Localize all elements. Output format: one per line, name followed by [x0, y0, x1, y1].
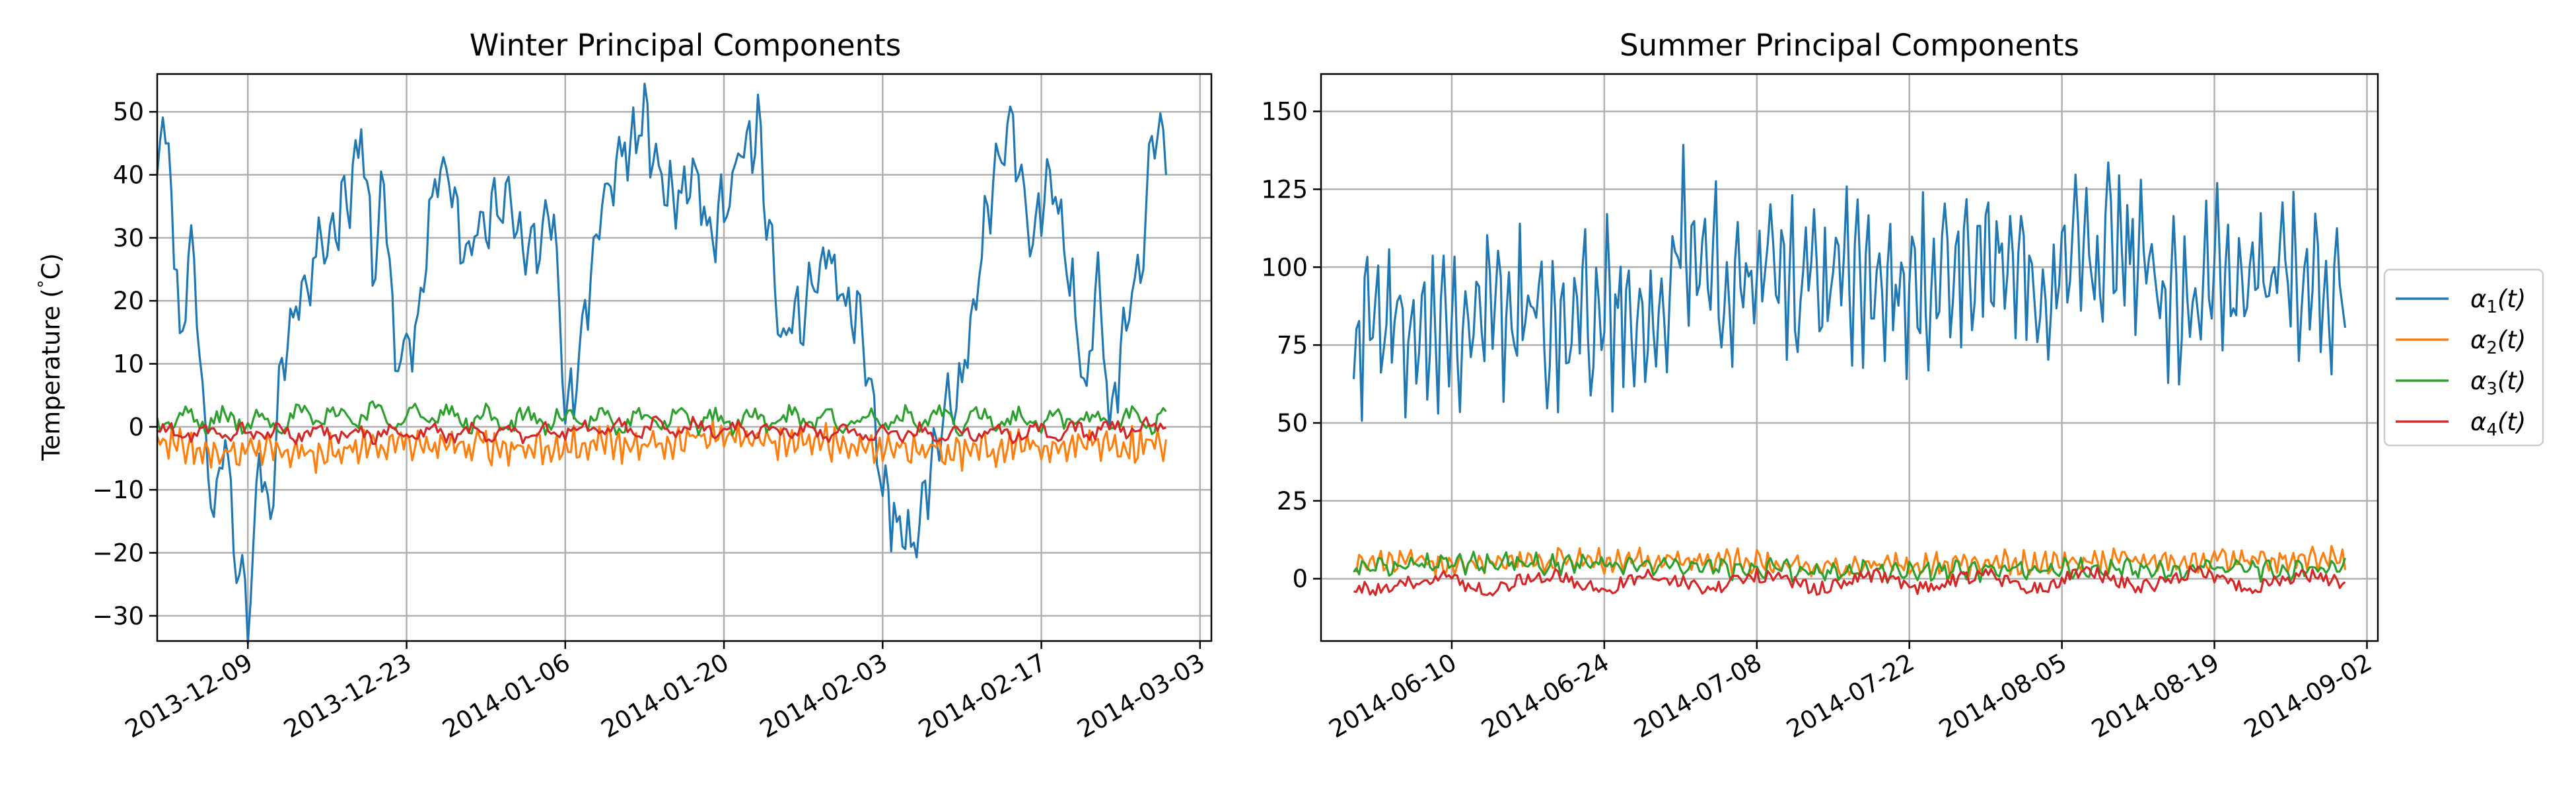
y-tick-label: 50: [113, 98, 144, 126]
y-tick-label: −20: [92, 539, 144, 568]
winter-chart-x-axis: 2013-12-09 2013-12-23 2014-01-06 2014-01-20…: [120, 641, 1209, 743]
x-tick-label: 2014-01-06: [438, 648, 575, 744]
x-tick-label: 2014-06-24: [1477, 648, 1614, 744]
summer-chart-series: [1352, 143, 2347, 597]
y-tick-label: 0: [1292, 565, 1308, 593]
x-tick-label: 2014-02-03: [755, 648, 892, 744]
y-tick-label: 25: [1277, 487, 1308, 515]
y-tick-label: 100: [1261, 253, 1308, 282]
x-tick-label: 2014-09-02: [2239, 648, 2377, 744]
x-tick-label: 2014-06-10: [1324, 648, 1462, 744]
winter-chart-gridlines: [157, 74, 1211, 641]
summer-chart-plot-area: [1320, 73, 2379, 642]
winter-chart-y-axis: −30 −20 −10 0 10 20 30 40 50: [92, 98, 157, 630]
winter-chart: Winter Principal Components Temperature …: [35, 28, 1213, 743]
x-tick-label: 2014-08-19: [2087, 648, 2224, 744]
summer-chart-x-axis: 2014-06-10 2014-06-24 2014-07-08 2014-07-22…: [1324, 641, 2377, 743]
y-tick-label: 150: [1261, 98, 1308, 126]
winter-chart-y-axis-label: Temperature (°C): [35, 253, 65, 461]
y-tick-label: 20: [113, 287, 144, 315]
legend-box: [2383, 268, 2544, 447]
summer-chart-title: Summer Principal Components: [1620, 28, 2079, 63]
series-line-1: [156, 82, 1167, 645]
series-line-4: [157, 415, 1166, 445]
x-tick-label: 2014-02-17: [913, 648, 1051, 744]
series-line-1: [1352, 143, 2347, 422]
y-tick-label: 50: [1277, 409, 1308, 437]
legend-label: α2(t): [2470, 326, 2526, 358]
series-line-2: [1353, 545, 2347, 579]
y-tick-label: 30: [113, 224, 144, 252]
summer-chart: Summer Principal Components 2014-06-10 20…: [1261, 28, 2379, 743]
winter-chart-plot-area: [156, 73, 1213, 642]
y-tick-label: 125: [1261, 175, 1308, 204]
y-tick-label: 0: [128, 413, 144, 441]
series-line-3: [156, 400, 1167, 437]
legend: α1(t) α2(t) α3(t) α4(t): [2383, 268, 2544, 447]
winter-chart-title: Winter Principal Components: [470, 28, 901, 63]
x-tick-label: 2014-01-20: [596, 648, 734, 744]
summer-chart-y-axis: 0 25 50 75 100 125 150: [1261, 98, 1321, 593]
legend-label: α3(t): [2470, 367, 2526, 399]
series-line-3: [1353, 550, 2347, 584]
y-tick-label: 10: [113, 350, 144, 379]
x-tick-label: 2014-03-03: [1073, 648, 1210, 744]
y-tick-label: −10: [92, 476, 144, 504]
winter-chart-series: [156, 82, 1167, 645]
y-tick-label: 40: [113, 161, 144, 190]
x-tick-label: 2014-07-08: [1629, 648, 1767, 744]
x-tick-label: 2013-12-09: [120, 648, 258, 744]
y-tick-label: −30: [92, 602, 144, 630]
series-line-2: [156, 419, 1167, 474]
x-tick-label: 2014-08-05: [1934, 648, 2071, 744]
y-tick-label: 75: [1277, 331, 1308, 359]
legend-label: α1(t): [2470, 285, 2526, 317]
series-line-4: [1353, 565, 2346, 597]
x-tick-label: 2014-07-22: [1781, 648, 1919, 744]
legend-label: α4(t): [2470, 408, 2526, 440]
x-tick-label: 2013-12-23: [279, 648, 416, 744]
